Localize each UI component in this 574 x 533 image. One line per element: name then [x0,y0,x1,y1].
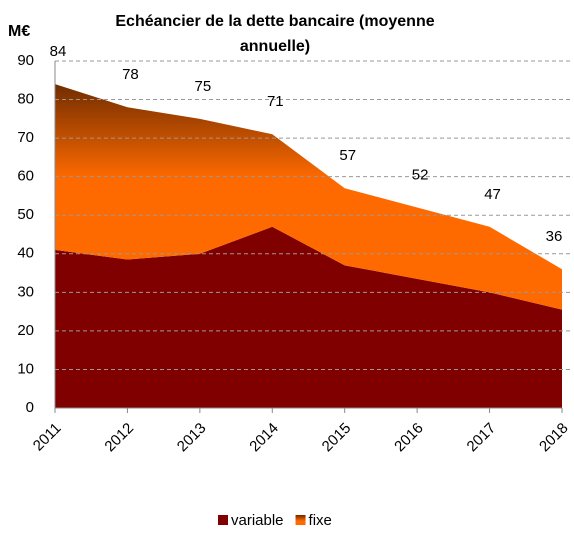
chart-title: Echéancier de la dette bancaire (moyenne [115,13,434,30]
x-tick-label: 2013 [174,420,210,456]
x-tick-label: 2015 [319,420,355,456]
area-variable [55,226,562,408]
y-tick-label: 50 [17,206,34,223]
data-label: 71 [267,93,284,110]
y-tick-label: 70 [17,129,34,146]
legend-label: fixe [309,512,332,529]
legend-swatch [218,515,228,525]
y-tick-label: 10 [17,360,34,377]
y-tick-label: 30 [17,283,34,300]
x-tick-label: 2011 [30,420,65,455]
x-tick-label: 2012 [101,420,137,456]
data-label: 36 [546,228,563,245]
y-tick-label: 40 [17,245,34,262]
data-label: 57 [339,147,356,164]
x-tick-label: 2016 [391,420,427,456]
x-tick-label: 2017 [464,420,500,456]
data-label: 84 [50,43,67,60]
x-tick-label: 2018 [536,420,572,456]
x-tick-label: 2014 [246,420,282,456]
legend-label: variable [231,512,284,529]
data-label: 47 [484,186,501,203]
data-label: 52 [412,166,429,183]
y-tick-label: 0 [26,399,34,416]
y-tick-label: 60 [17,168,34,185]
y-tick-label: 20 [17,322,34,339]
y-tick-label: 90 [17,52,34,69]
y-tick-label: 80 [17,91,34,108]
data-label: 75 [195,78,212,95]
legend-swatch [295,515,306,525]
chart-title: annuelle) [240,38,310,55]
y-axis-label: M€ [8,23,30,40]
data-label: 78 [122,66,139,83]
